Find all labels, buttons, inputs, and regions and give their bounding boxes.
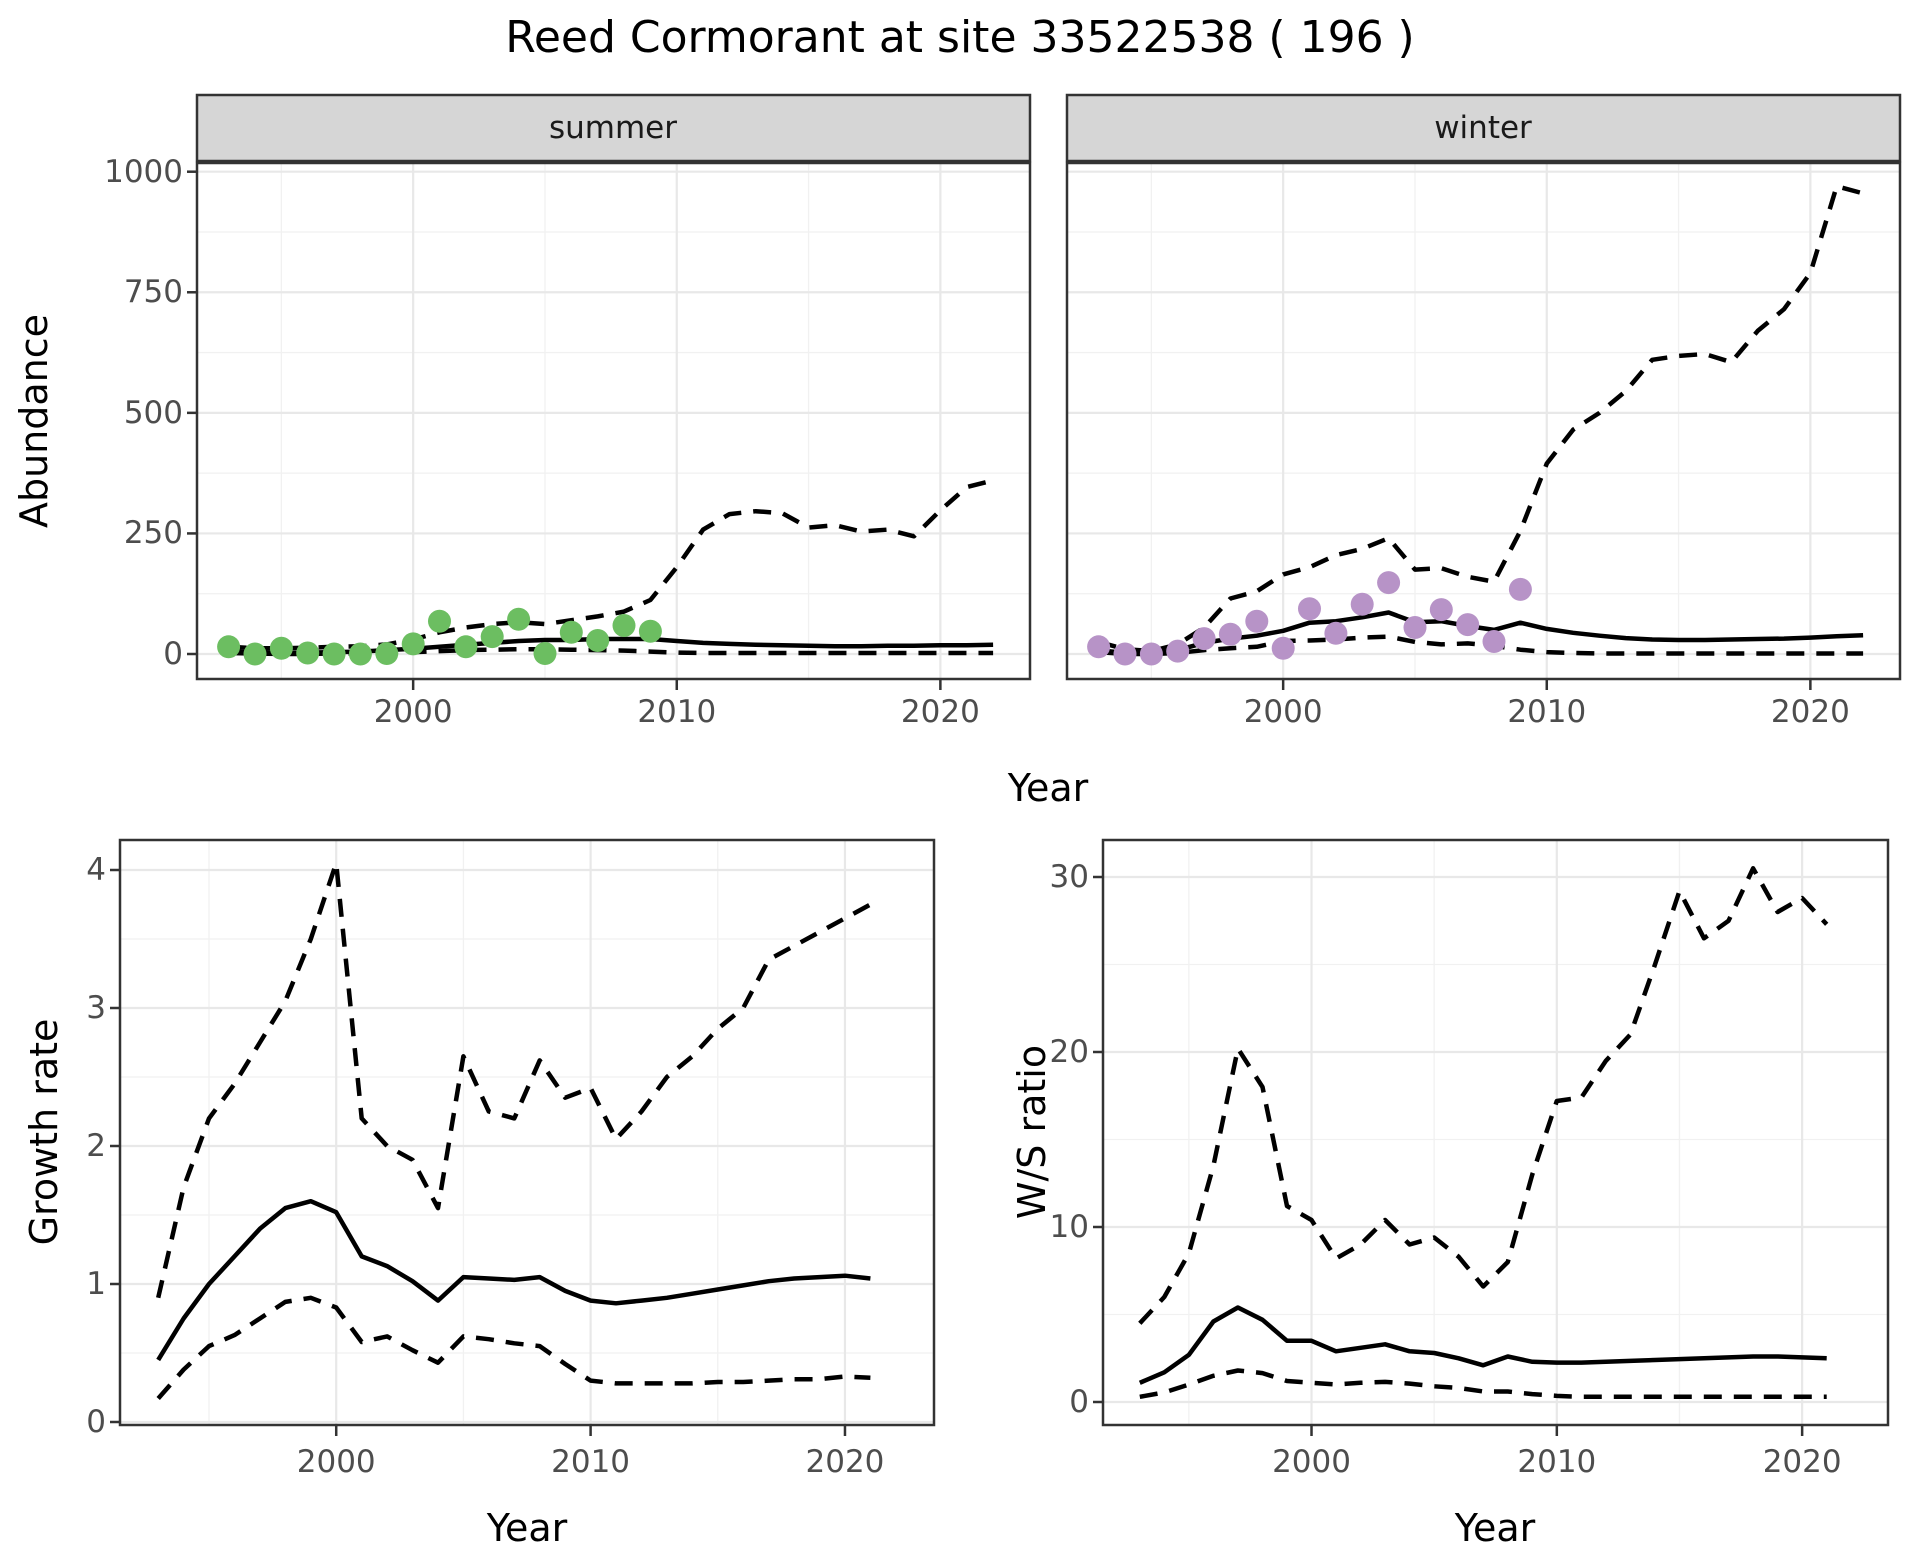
ws_ratio-upper_ci-line (1138, 866, 1829, 1325)
winter_observed_counts-point (1271, 636, 1295, 660)
growth_rate-x-tick-label: 2000 (296, 1444, 376, 1480)
summer_observed_counts-point (401, 632, 425, 656)
summer_observed_counts-point (480, 625, 504, 649)
abundance_summer-panel-border (195, 161, 1032, 681)
summer_observed_counts-point (243, 642, 267, 666)
summer_observed_counts-point (559, 620, 583, 644)
abundance_winter-lower_ci-line (1098, 634, 1864, 657)
winter_observed_counts-point (1192, 627, 1216, 651)
winter_observed_counts-point (1166, 639, 1190, 663)
ws_ratio-y-tick-label: 20 (1049, 1034, 1089, 1070)
winter_observed_counts-point (1139, 642, 1163, 666)
winter_observed_counts-point (1508, 577, 1532, 601)
winter_observed_counts-point (1456, 613, 1480, 637)
summer_observed_counts-point (612, 614, 636, 637)
y-axis-title-abundance: Abundance (12, 313, 56, 529)
summer_observed_counts-point (348, 642, 372, 666)
winter_observed_counts-point (1350, 592, 1374, 616)
abundance_summer-y-tick-label: 500 (123, 394, 183, 431)
abundance_summer-y-tick-label: 0 (163, 636, 183, 672)
winter_observed_counts-point (1298, 597, 1321, 621)
summer_observed_counts-point (269, 636, 293, 660)
ws_ratio-x-tick-label: 2000 (1272, 1444, 1351, 1480)
abundance_winter-facet-strip (1065, 93, 1902, 163)
chart-title: Reed Cormorant at site 33522538 ( 196 ) (505, 12, 1415, 63)
abundance_summer-facet-strip (195, 93, 1032, 163)
winter_observed_counts-point (1087, 635, 1111, 659)
winter_observed_counts-point (1377, 571, 1401, 595)
ws_ratio-lower_ci-line (1139, 1368, 1827, 1400)
growth_rate-upper_ci-line (156, 860, 872, 1299)
abundance_winter-panel-border (1065, 161, 1902, 681)
x-axis-title-year-growth: Year (486, 1506, 568, 1550)
summer_observed_counts-point (296, 641, 320, 665)
growth_rate-y-tick-label: 1 (86, 1266, 106, 1302)
growth_rate-mean-line (156, 1198, 871, 1362)
ws_ratio-y-tick-label: 30 (1049, 859, 1089, 895)
summer_observed_counts-point (507, 607, 531, 631)
summer_observed_counts-point (375, 642, 399, 665)
ws_ratio-mean-line (1138, 1305, 1827, 1385)
summer_observed_counts-point (533, 642, 557, 665)
facet-strip-label-summer: summer (548, 110, 678, 146)
abundance_summer-y-tick-label: 1000 (104, 153, 183, 190)
growth_rate-x-tick-label: 2010 (551, 1444, 631, 1480)
ws_ratio-panel-border (1101, 838, 1890, 1427)
x-axis-title-year-top: Year (1007, 766, 1089, 810)
abundance_summer-y-tick-label: 750 (123, 274, 183, 311)
abundance_summer-upper_ci-line (228, 478, 994, 651)
growth_rate-y-tick-label: 0 (86, 1404, 106, 1440)
growth_rate-panel-border (118, 838, 936, 1427)
ws_ratio-y-tick-label: 0 (1069, 1384, 1089, 1420)
winter_observed_counts-point (1218, 622, 1242, 646)
abundance_summer-x-tick-label: 2000 (373, 694, 453, 730)
abundance_winter-upper_ci-line (1098, 183, 1864, 654)
abundance_winter-x-tick-label: 2000 (1243, 694, 1323, 730)
summer_observed_counts-point (322, 642, 346, 666)
growth_rate-x-tick-label: 2020 (805, 1444, 885, 1480)
winter_observed_counts-point (1113, 642, 1137, 666)
summer_observed_counts-point (586, 629, 610, 652)
abundance_winter-x-tick-label: 2020 (1770, 694, 1850, 730)
summer_observed_counts-point (428, 609, 451, 633)
winter_observed_counts-point (1324, 621, 1348, 645)
facet-strip-label-winter: winter (1434, 110, 1532, 146)
growth_rate-y-tick-label: 3 (86, 990, 106, 1026)
x-axis-title-year-ws: Year (1454, 1506, 1536, 1550)
summer_observed_counts-point (638, 619, 662, 643)
growth_rate-y-tick-label: 4 (86, 852, 106, 888)
winter_observed_counts-point (1403, 616, 1427, 639)
y-axis-title-ws-ratio: W/S ratio (1010, 1044, 1054, 1220)
winter_observed_counts-point (1482, 630, 1506, 653)
summer_observed_counts-point (454, 635, 478, 659)
ws_ratio-x-tick-label: 2010 (1517, 1444, 1597, 1480)
abundance_winter-x-tick-label: 2010 (1507, 694, 1587, 730)
growth_rate-lower_ci-line (156, 1295, 871, 1400)
abundance_summer-x-tick-label: 2010 (637, 694, 717, 730)
winter_observed_counts-point (1429, 598, 1453, 622)
ws_ratio-y-tick-label: 10 (1049, 1209, 1089, 1245)
summer_observed_counts-point (217, 635, 241, 659)
winter_observed_counts-point (1245, 609, 1269, 633)
ws_ratio-x-tick-label: 2020 (1762, 1444, 1842, 1480)
abundance_summer-x-tick-label: 2020 (900, 694, 980, 730)
growth_rate-y-tick-label: 2 (86, 1128, 106, 1164)
abundance_summer-y-tick-label: 250 (123, 515, 183, 552)
